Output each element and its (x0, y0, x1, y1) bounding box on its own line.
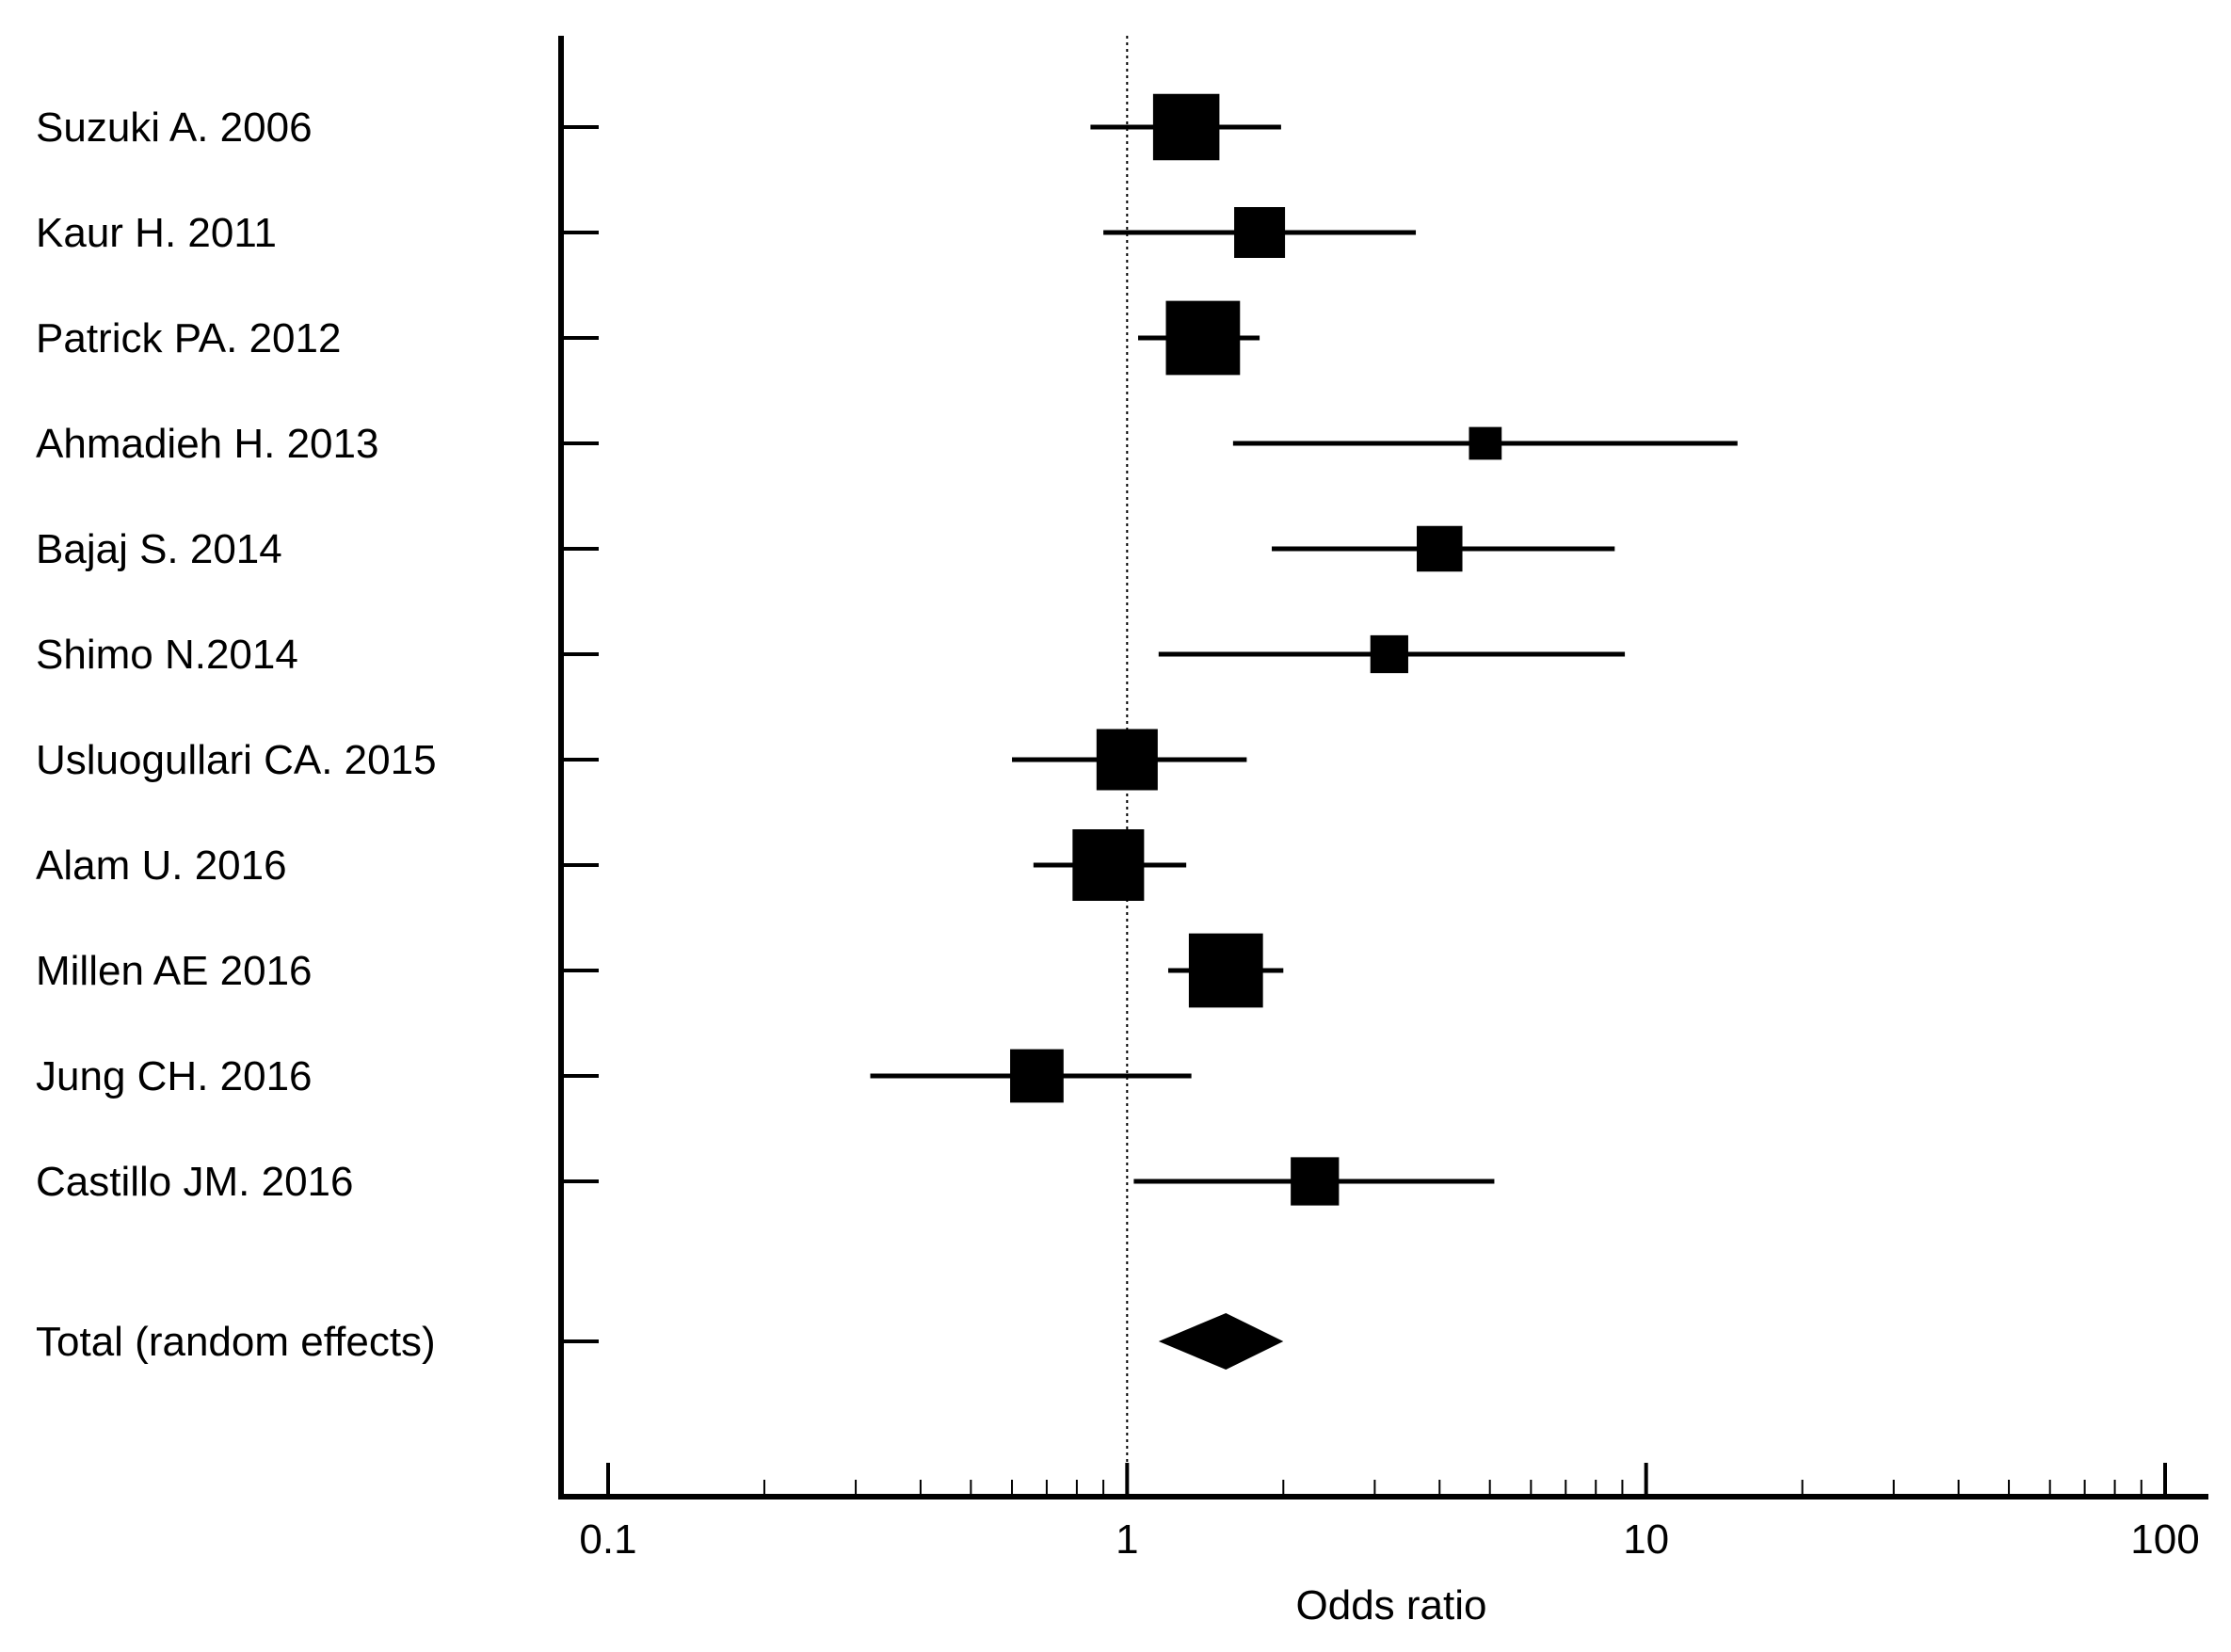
x-axis-title: Odds ratio (1296, 1582, 1487, 1628)
study-label: Ahmadieh H. 2013 (36, 421, 378, 467)
total-label: Total (random effects) (36, 1319, 436, 1365)
study-row: Millen AE 2016 (36, 933, 1284, 1008)
tick-label: 0.1 (579, 1516, 636, 1563)
study-label: Patrick PA. 2012 (36, 315, 341, 361)
axes (558, 36, 2208, 1500)
study-label: Castillo JM. 2016 (36, 1159, 353, 1205)
point-estimate (1096, 729, 1158, 791)
point-estimate (1370, 634, 1408, 674)
study-label: Millen AE 2016 (36, 948, 313, 994)
study-row: Kaur H. 2011 (36, 207, 1417, 258)
study-row: Jung CH. 2016 (36, 1049, 1192, 1103)
pooled-diamond (1158, 1313, 1284, 1370)
study-label: Usluogullari CA. 2015 (36, 737, 437, 783)
study-rows: Suzuki A. 2006 Kaur H. 2011 Patrick PA. 20… (36, 93, 1738, 1206)
tick-label: 100 (2130, 1516, 2199, 1563)
study-row: Shimo N.2014 (36, 632, 1626, 678)
study-row: Patrick PA. 2012 (36, 300, 1260, 376)
study-row: Suzuki A. 2006 (36, 93, 1281, 161)
point-estimate (1152, 93, 1220, 161)
study-row: Ahmadieh H. 2013 (36, 421, 1738, 467)
study-label: Suzuki A. 2006 (36, 104, 313, 151)
study-row: Alam U. 2016 (36, 829, 1187, 901)
point-estimate (1234, 207, 1286, 258)
point-estimate (1072, 829, 1145, 901)
tick-label: 1 (1116, 1516, 1138, 1563)
study-label: Bajaj S. 2014 (36, 526, 282, 572)
study-label: Alam U. 2016 (36, 842, 287, 889)
tick-label: 10 (1623, 1516, 1669, 1563)
point-estimate (1417, 525, 1463, 572)
study-label: Shimo N.2014 (36, 632, 298, 678)
study-row: Bajaj S. 2014 (36, 525, 1615, 572)
point-estimate (1291, 1157, 1340, 1206)
study-row: Castillo JM. 2016 (36, 1157, 1495, 1206)
point-estimate (1188, 933, 1263, 1008)
study-row: Usluogullari CA. 2015 (36, 729, 1247, 791)
point-estimate (1010, 1049, 1064, 1103)
x-axis-ticks: 0.1 1 10 100 (579, 1463, 2200, 1563)
point-estimate (1165, 300, 1241, 376)
total-row: Total (random effects) (36, 1313, 1284, 1370)
study-label: Jung CH. 2016 (36, 1053, 313, 1099)
study-label: Kaur H. 2011 (36, 210, 277, 256)
point-estimate (1469, 426, 1502, 460)
